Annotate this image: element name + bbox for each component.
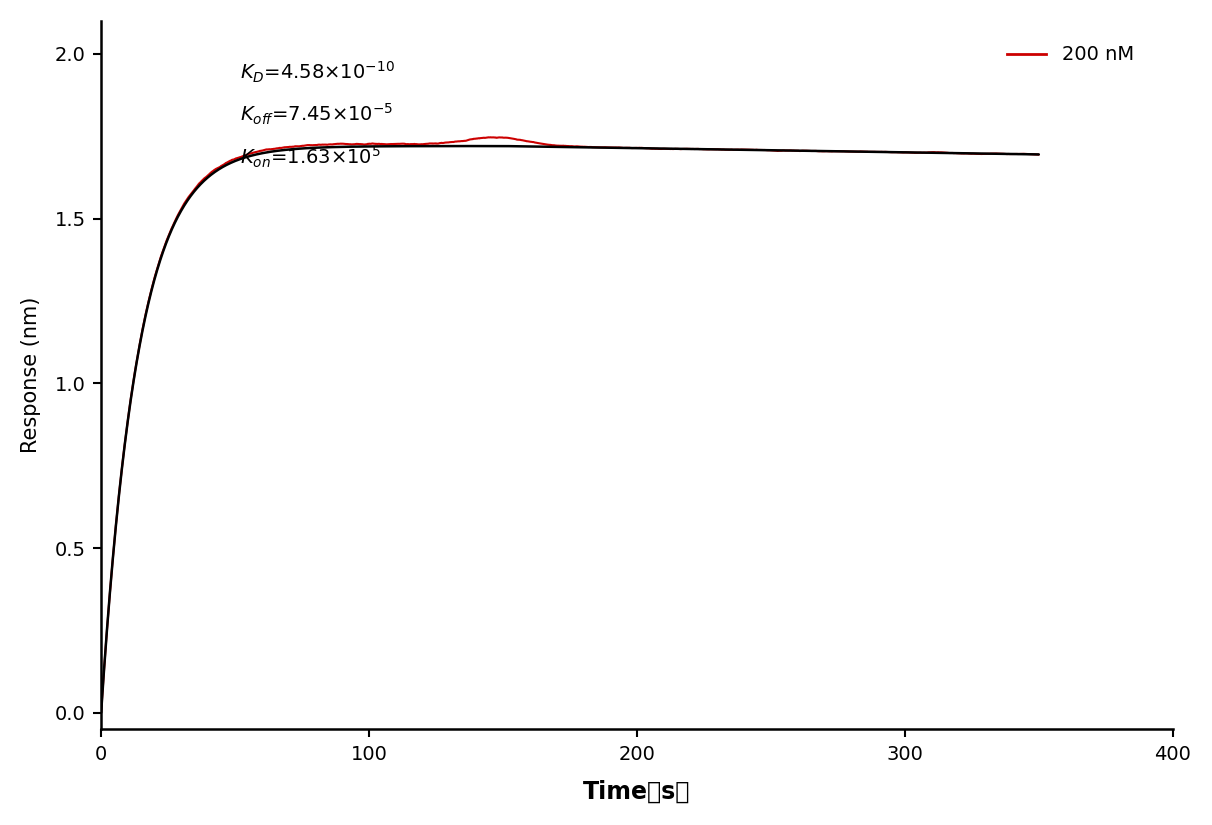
200 nM (377, 139, 391, 149)
200 nM (1031, 149, 1046, 159)
X-axis label: Time（s）: Time（s） (583, 780, 691, 804)
Text: $K_{off}$=7.45×10$^{-5}$: $K_{off}$=7.45×10$^{-5}$ (240, 102, 394, 128)
Y-axis label: Response (nm): Response (nm) (21, 297, 41, 453)
Text: $K_D$=4.58×10$^{-10}$: $K_D$=4.58×10$^{-10}$ (240, 59, 395, 85)
200 nM (356, 139, 371, 149)
Line: 200 nM: 200 nM (101, 137, 1039, 713)
Text: $K_{on}$=1.63×10$^5$: $K_{on}$=1.63×10$^5$ (240, 145, 382, 170)
Legend: 200 nM: 200 nM (1000, 38, 1142, 73)
200 nM (766, 145, 781, 155)
200 nM (184, 189, 199, 199)
200 nM (93, 708, 108, 718)
200 nM (248, 147, 263, 157)
200 nM (126, 375, 141, 385)
200 nM (481, 132, 496, 142)
